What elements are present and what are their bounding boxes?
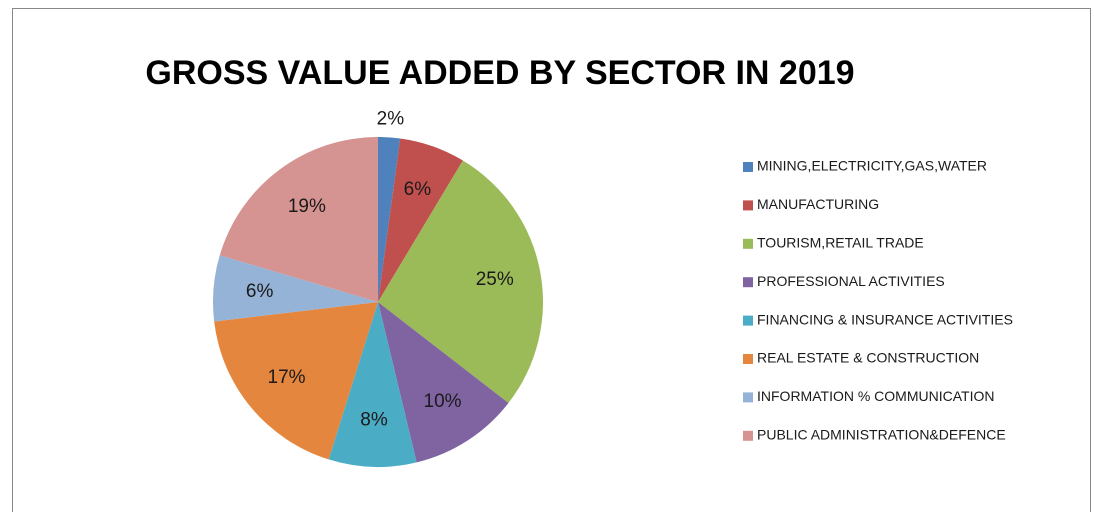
legend-swatch bbox=[743, 392, 753, 403]
data-label: 6% bbox=[404, 179, 432, 200]
pie-slice bbox=[214, 302, 378, 460]
data-label: 19% bbox=[288, 196, 326, 217]
pie-slice bbox=[378, 137, 401, 302]
legend-label: PROFESSIONAL ACTIVITIES bbox=[757, 273, 945, 289]
data-label: 10% bbox=[424, 391, 462, 412]
legend-swatch bbox=[743, 200, 753, 211]
data-label: 6% bbox=[246, 281, 274, 302]
pie-slice bbox=[378, 138, 463, 302]
pie-slice bbox=[212, 255, 378, 322]
legend-swatch bbox=[743, 354, 753, 364]
data-label: 25% bbox=[476, 269, 514, 290]
chart-title: GROSS VALUE ADDED BY SECTOR IN 2019 bbox=[145, 54, 854, 92]
legend-swatch bbox=[743, 277, 753, 288]
legend-swatch bbox=[743, 238, 753, 249]
pie-slice bbox=[219, 137, 378, 302]
pie-slice bbox=[378, 302, 509, 463]
pie-slice bbox=[328, 302, 417, 468]
pie-slice bbox=[378, 160, 543, 403]
data-label: 17% bbox=[268, 367, 306, 388]
legend-label: TOURISM,RETAIL TRADE bbox=[757, 235, 924, 251]
legend-label: REAL ESTATE & CONSTRUCTION bbox=[757, 350, 979, 366]
legend-swatch bbox=[743, 430, 753, 441]
legend-label: MINING,ELECTRICITY,GAS,WATER bbox=[757, 158, 987, 174]
data-label: 2% bbox=[377, 108, 405, 129]
legend-swatch bbox=[743, 162, 753, 172]
chart-frame bbox=[12, 8, 1091, 512]
legend-swatch bbox=[743, 315, 753, 326]
legend-label: PUBLIC ADMINISTRATION&DEFENCE bbox=[757, 427, 1006, 443]
legend-label: MANUFACTURING bbox=[757, 196, 879, 212]
legend-label: FINANCING & INSURANCE ACTIVITIES bbox=[757, 311, 1013, 327]
data-label: 8% bbox=[360, 410, 388, 431]
legend-label: INFORMATION % COMMUNICATION bbox=[757, 388, 994, 404]
